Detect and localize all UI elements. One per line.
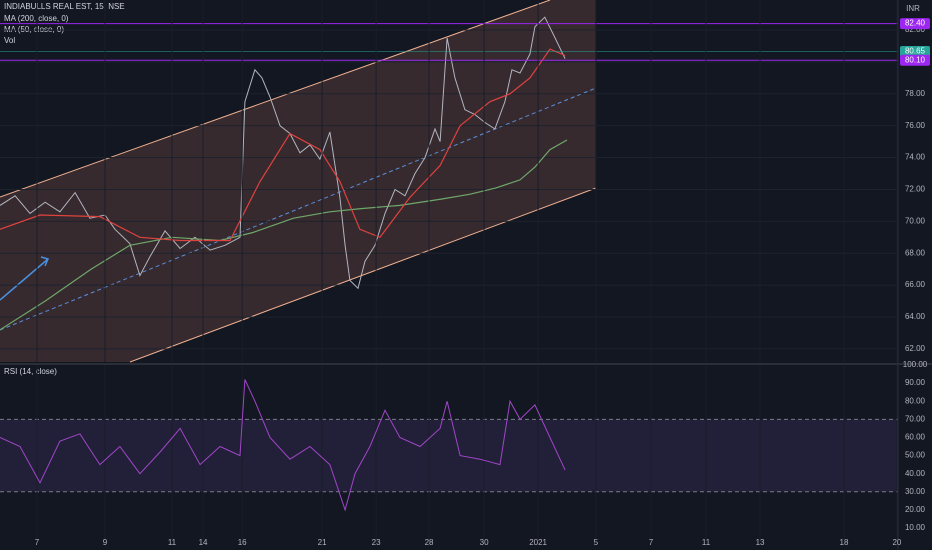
y-tick-label: 60.00: [905, 433, 926, 442]
channel-mid: [0, 87, 597, 331]
y-tick-label: 80.00: [905, 396, 926, 405]
channel-fill: [0, 0, 596, 362]
x-tick-label: 30: [480, 538, 489, 547]
arrow-head: [40, 256, 50, 267]
series-line: [0, 16, 566, 290]
trend-arrow: [0, 258, 49, 301]
price-level-label: 80.10: [905, 55, 926, 64]
y-tick-label: 72.00: [905, 185, 926, 194]
y-tick-label: 74.00: [905, 153, 926, 162]
price-level-label: 80.65: [905, 47, 926, 56]
x-tick-label: 21: [318, 538, 327, 547]
y-tick-label: 78.00: [905, 89, 926, 98]
series-line: [0, 48, 566, 242]
y-tick-label: 68.00: [905, 248, 926, 257]
y-tick-label: 40.00: [905, 469, 926, 478]
channel-lower: [129, 187, 597, 363]
series-line: [0, 139, 568, 331]
y-tick-label: 82.00: [905, 25, 926, 34]
x-tick-label: 18: [840, 538, 849, 547]
x-tick-label: 5: [594, 538, 599, 547]
x-tick-label: 20: [892, 538, 901, 547]
x-tick-label: 7: [649, 538, 654, 547]
rsi-band-fill: [0, 419, 898, 492]
x-tick-label: 23: [372, 538, 381, 547]
price-level-box: [900, 18, 930, 30]
y-tick-label: 10.00: [905, 523, 926, 532]
channel-upper: [0, 0, 551, 198]
legend-vol: Vol: [4, 36, 15, 45]
y-tick-label: 20.00: [905, 505, 926, 514]
series-line: [0, 379, 566, 512]
x-tick-label: 9: [103, 538, 108, 547]
symbol-title: INDIABULLS REAL EST, 15, NSE: [4, 2, 125, 11]
x-tick-label: 14: [199, 538, 208, 547]
x-tick-label: 7: [35, 538, 40, 547]
y-tick-label: 30.00: [905, 487, 926, 496]
x-tick-label: 11: [702, 538, 711, 547]
y-tick-label: 100.00: [903, 360, 928, 369]
x-tick-label: 16: [238, 538, 247, 547]
rsi-title: RSI (14, close): [4, 367, 57, 376]
legend-ma200: MA (200, close, 0): [4, 14, 69, 23]
currency: INR: [906, 4, 920, 13]
y-tick-label: 50.00: [905, 451, 926, 460]
y-tick-label: 90.00: [905, 378, 926, 387]
price-level-box: [900, 54, 930, 66]
price-level-box: [900, 46, 930, 58]
x-tick-label: 2021: [529, 538, 547, 547]
x-tick-label: 13: [756, 538, 765, 547]
x-tick-label: 11: [168, 538, 177, 547]
y-tick-label: 66.00: [905, 280, 926, 289]
y-tick-label: 64.00: [905, 312, 926, 321]
x-tick-label: 28: [425, 538, 434, 547]
y-tick-label: 62.00: [905, 344, 926, 353]
price-level-label: 82.40: [905, 19, 926, 28]
y-tick-label: 70.00: [905, 216, 926, 225]
y-tick-label: 70.00: [905, 414, 926, 423]
y-tick-label: 76.00: [905, 121, 926, 130]
